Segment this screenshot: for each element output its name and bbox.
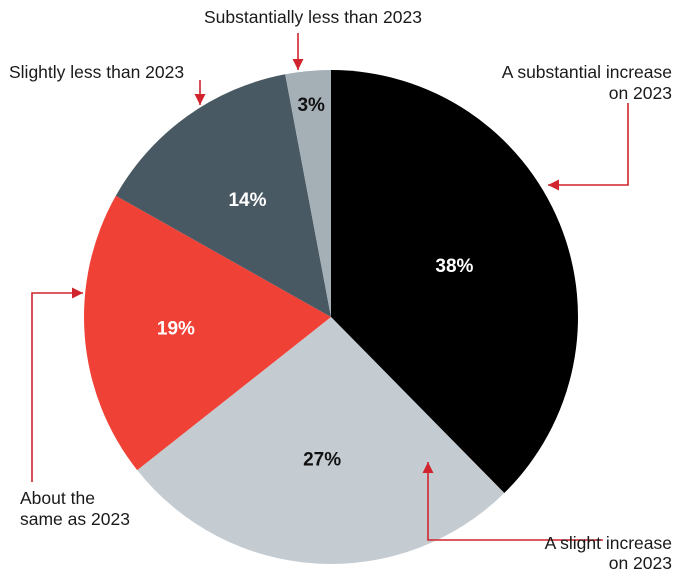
annotation-label-substantially-less: Substantially less than 2023 (204, 7, 422, 27)
annotation-label-line: Substantially less than 2023 (204, 7, 422, 27)
annotation-label-line: same as 2023 (20, 509, 130, 529)
pie-slice-substantial-increase (331, 70, 578, 494)
leader-line-slight-increase (427, 462, 603, 541)
annotation-label-slight-increase: A slight increase on 2023 (545, 533, 672, 573)
leader-line-substantial-increase (548, 103, 629, 186)
slice-value-label-about-same: 19% (157, 319, 195, 340)
leader-arrowhead-substantially-less (292, 59, 304, 70)
pie-slice-slightly-less (115, 74, 331, 317)
annotation-label-line: A substantial increase (502, 62, 672, 82)
annotation-label-slightly-less: Slightly less than 2023 (9, 62, 184, 82)
annotation-label-line: on 2023 (609, 83, 672, 103)
slice-value-label-slightly-less: 14% (228, 190, 266, 211)
leader-arrowhead-slightly-less (194, 94, 206, 105)
annotation-label-substantial-increase: A substantial increase on 2023 (502, 62, 672, 103)
slice-value-labels: 38% 27% 19% 14% 3% (157, 95, 474, 471)
slice-value-label-substantial-increase: 38% (435, 256, 473, 277)
slice-value-label-substantially-less: 3% (297, 95, 325, 116)
pie-slice-slight-increase (137, 317, 505, 564)
pie-slice-about-same (83, 195, 332, 471)
pie-slices (83, 70, 578, 564)
annotation-label-about-same: About the same as 2023 (20, 488, 130, 529)
annotation-label-line: A slight increase (545, 533, 672, 553)
annotation-label-line: on 2023 (609, 553, 672, 573)
pie-slice-substantially-less (285, 70, 331, 317)
annotation-label-line: Slightly less than 2023 (9, 62, 184, 82)
leader-arrowhead-substantial-increase (548, 179, 559, 191)
leader-arrowhead-slight-increase (422, 462, 434, 473)
leader-line-about-same (31, 292, 83, 482)
leader-arrowhead-about-same (72, 287, 83, 299)
slice-value-label-slight-increase: 27% (303, 450, 341, 471)
annotation-leaders (31, 33, 629, 541)
annotation-label-line: About the (20, 488, 95, 508)
